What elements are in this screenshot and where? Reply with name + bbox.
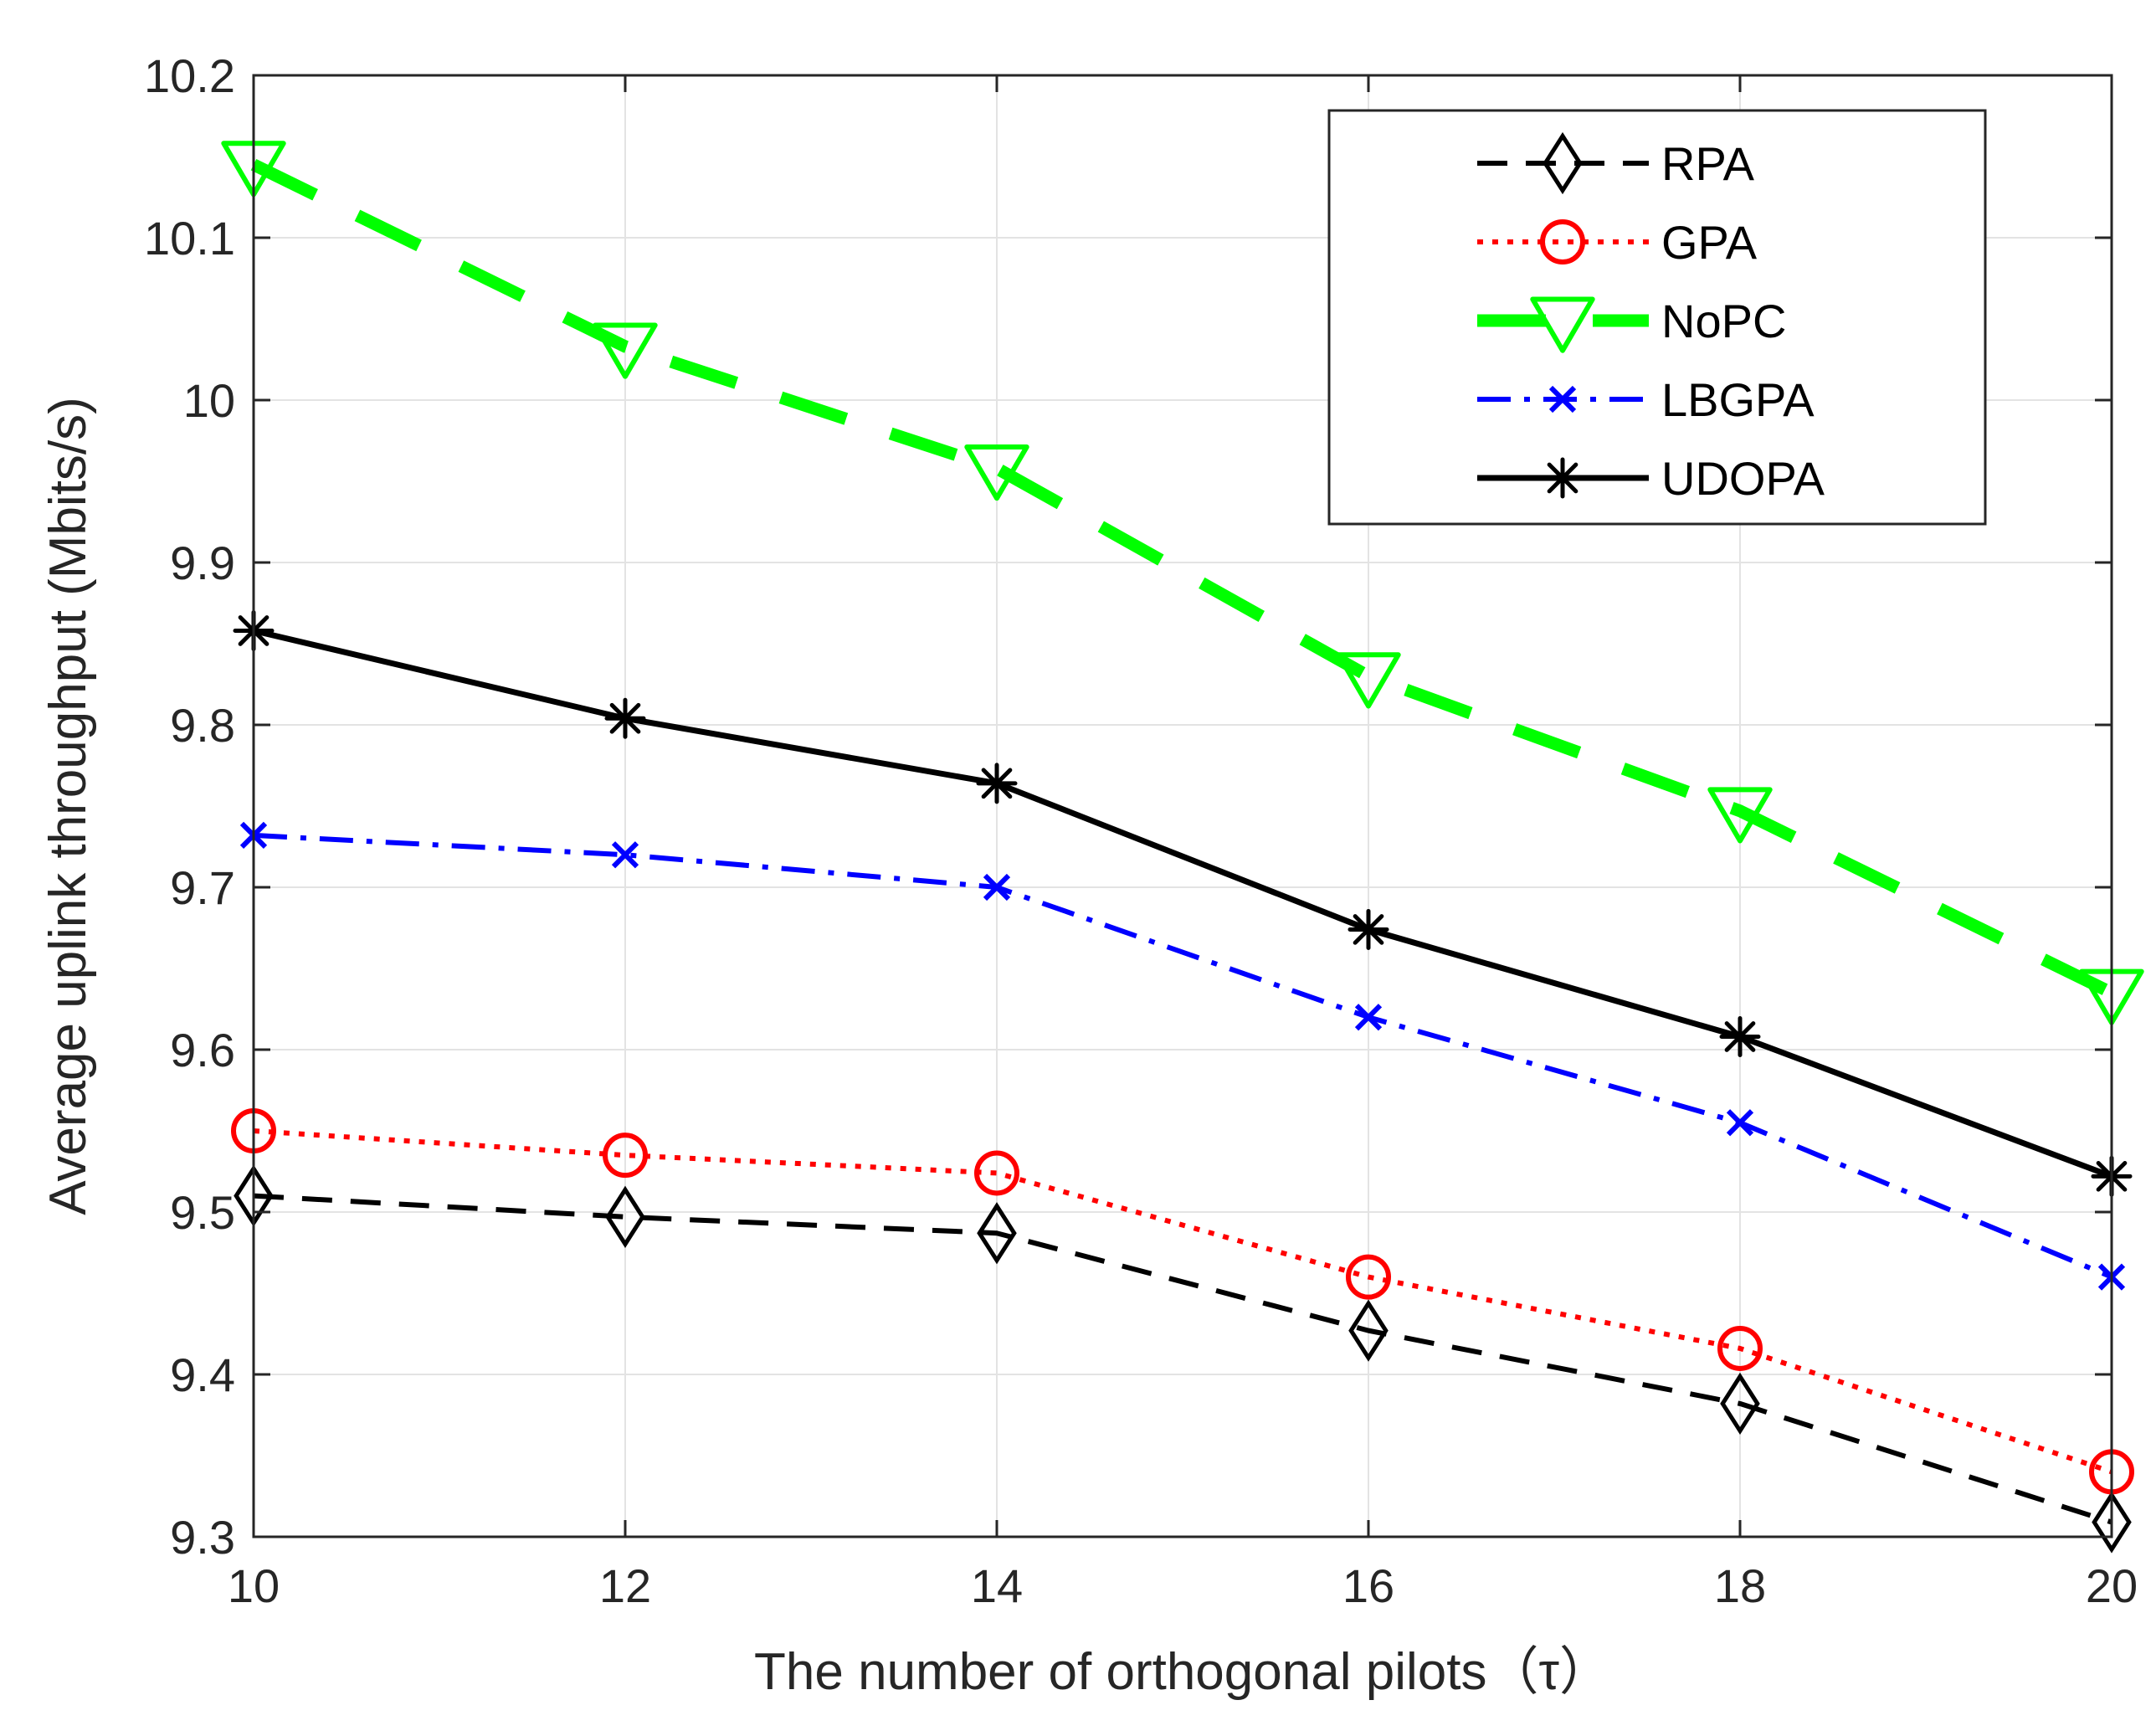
data-point-marker xyxy=(1348,908,1389,950)
data-point-marker xyxy=(1348,1299,1389,1362)
y-tick-label: 9.3 xyxy=(170,1511,235,1564)
legend-label: LBGPA xyxy=(1661,373,1815,426)
data-point-marker xyxy=(974,1150,1019,1196)
series-rpa xyxy=(234,1164,2132,1554)
data-point-marker xyxy=(964,444,1029,501)
series-line-rpa xyxy=(253,1193,2112,1525)
series-gpa xyxy=(231,1108,2134,1495)
data-point-marker xyxy=(1542,457,1584,499)
series-lbgpa xyxy=(239,821,2126,1291)
data-point-marker xyxy=(1530,296,1595,353)
data-point-marker xyxy=(983,873,1011,901)
axis-ticks: 10 12 14 16 18 20 9.3 9.4 9.5 9.6 9.7 9.8 9.9 10 10.1 1… xyxy=(144,49,2138,1612)
data-point-marker xyxy=(977,1202,1017,1265)
y-tick-label: 10.2 xyxy=(144,49,235,102)
x-axis-label: The number of orthogonal pilots（τ） xyxy=(754,1643,1611,1701)
legend-label: RPA xyxy=(1661,137,1755,190)
y-tick-label: 9.4 xyxy=(170,1348,235,1401)
y-tick-label: 9.6 xyxy=(170,1024,235,1076)
legend-label: UDOPA xyxy=(1661,452,1825,505)
data-point-marker xyxy=(1548,385,1577,413)
x-tick-label: 10 xyxy=(228,1559,280,1612)
x-tick-label: 16 xyxy=(1342,1559,1394,1612)
series-line-udopa xyxy=(253,628,2113,1179)
series-line-gpa xyxy=(253,1128,2112,1475)
legend-item-udopa: UDOPA xyxy=(1477,452,1825,505)
data-point-marker xyxy=(1719,1015,1761,1057)
legend-box xyxy=(1327,109,1987,526)
data-point-marker xyxy=(1540,219,1585,265)
y-tick-label: 9.9 xyxy=(170,537,235,589)
legend-item-rpa: RPA xyxy=(1477,131,1755,195)
x-tick-label: 18 xyxy=(1714,1559,1766,1612)
legend-item-gpa: GPA xyxy=(1477,216,1758,269)
series-layer xyxy=(221,141,2144,1554)
data-point-marker xyxy=(1717,1325,1763,1371)
y-axis-label: Average uplink throughput (Mbits/s) xyxy=(39,397,97,1215)
y-tick-label: 9.8 xyxy=(170,699,235,752)
data-point-marker xyxy=(604,697,646,739)
data-point-marker xyxy=(1543,131,1583,195)
data-point-marker xyxy=(1336,652,1401,709)
data-point-marker xyxy=(605,1185,645,1248)
series-line-lbgpa xyxy=(253,832,2113,1280)
plot-frame xyxy=(252,74,2113,1538)
data-point-marker xyxy=(1726,1109,1754,1137)
x-tick-label: 20 xyxy=(2086,1559,2138,1612)
y-tick-label: 9.7 xyxy=(170,861,235,914)
x-tick-label: 12 xyxy=(599,1559,651,1612)
data-point-marker xyxy=(593,322,658,379)
data-point-marker xyxy=(1346,1254,1391,1300)
y-tick-label: 10 xyxy=(183,374,235,427)
y-tick-label: 9.5 xyxy=(170,1186,235,1239)
data-point-marker xyxy=(611,841,639,869)
x-tick-label: 14 xyxy=(971,1559,1023,1612)
legend-item-lbgpa: LBGPA xyxy=(1477,373,1815,426)
data-point-marker xyxy=(976,763,1018,804)
data-point-marker xyxy=(2092,1491,2132,1554)
data-point-marker xyxy=(1354,1004,1383,1031)
legend-label: NoPC xyxy=(1661,295,1786,347)
legend-label: GPA xyxy=(1661,216,1758,269)
legend-item-nopc: NoPC xyxy=(1477,295,1786,353)
y-tick-label: 10.1 xyxy=(144,212,235,265)
legend: RPA GPA NoPC LBGPA UDOPA xyxy=(1327,109,1987,526)
data-point-marker xyxy=(1707,787,1773,844)
data-point-marker xyxy=(603,1133,648,1179)
data-point-marker xyxy=(1720,1372,1760,1436)
